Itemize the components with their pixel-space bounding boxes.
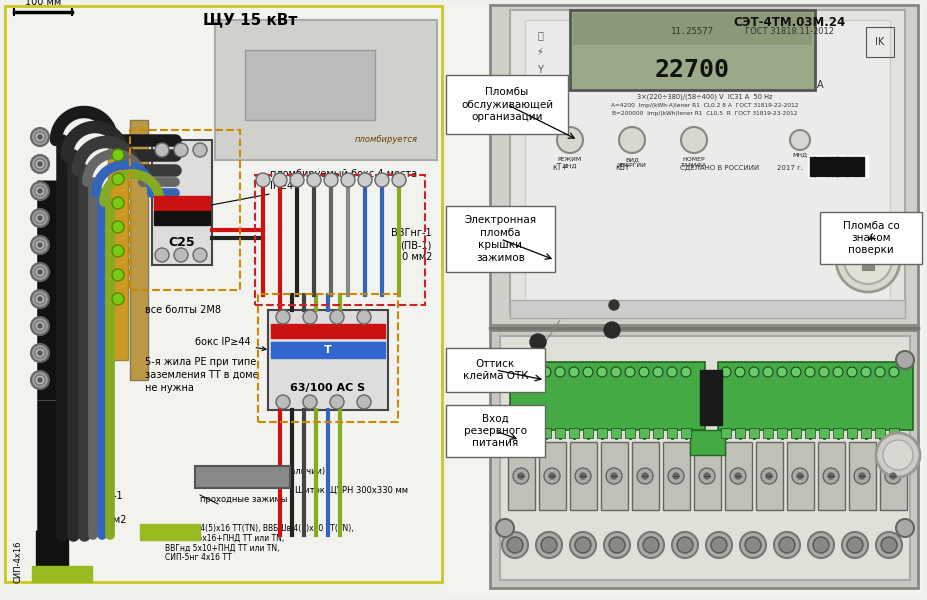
- Bar: [539, 442, 565, 510]
- Circle shape: [112, 197, 124, 209]
- Circle shape: [38, 135, 42, 139]
- Text: ВИД
ЭНЕРГИИ: ВИД ЭНЕРГИИ: [616, 157, 646, 168]
- Text: Пломбы
обслуживающей
организации: Пломбы обслуживающей организации: [461, 87, 552, 122]
- Circle shape: [776, 367, 786, 377]
- Bar: [540, 428, 551, 438]
- Bar: [857, 157, 858, 176]
- Text: пломбируемый бокс 4 места
IP≥44: пломбируемый бокс 4 места IP≥44: [189, 169, 416, 211]
- Text: 2017 г.: 2017 г.: [776, 165, 802, 171]
- Circle shape: [31, 263, 49, 281]
- Bar: [819, 428, 828, 438]
- Circle shape: [303, 310, 317, 324]
- Circle shape: [112, 269, 124, 281]
- Bar: [130, 120, 147, 380]
- Bar: [32, 566, 92, 582]
- Bar: [690, 430, 724, 455]
- Circle shape: [330, 310, 344, 324]
- Circle shape: [273, 173, 286, 187]
- Bar: [258, 294, 398, 422]
- Bar: [699, 370, 721, 425]
- Bar: [818, 157, 819, 176]
- Bar: [154, 211, 210, 225]
- Text: ВВГнг-1
(ПВ-1)
≥10 мм2: ВВГнг-1 (ПВ-1) ≥10 мм2: [82, 491, 126, 524]
- Circle shape: [38, 270, 42, 274]
- Bar: [5, 6, 441, 582]
- Circle shape: [603, 322, 619, 338]
- Bar: [862, 157, 863, 176]
- Text: А=4200  Imp/(kWh·A)lener R1  CL0.2 8 A  ГОСТ 31819-22-2012: А=4200 Imp/(kWh·A)lener R1 CL0.2 8 A ГОС…: [611, 103, 798, 109]
- Circle shape: [605, 468, 621, 484]
- Bar: [568, 428, 578, 438]
- Circle shape: [778, 537, 794, 553]
- Bar: [639, 428, 648, 438]
- Bar: [245, 50, 375, 120]
- Bar: [829, 157, 831, 176]
- Circle shape: [835, 228, 899, 292]
- Text: СДЕЛАНО В РОССИИИ: СДЕЛАНО В РОССИИИ: [679, 165, 759, 171]
- Circle shape: [653, 367, 662, 377]
- Circle shape: [256, 173, 270, 187]
- Text: ΙΚ: ΙΚ: [874, 37, 883, 47]
- Circle shape: [843, 236, 891, 284]
- Text: 🔒: 🔒: [537, 30, 542, 40]
- Circle shape: [38, 243, 42, 247]
- Circle shape: [358, 173, 372, 187]
- Bar: [748, 428, 758, 438]
- Circle shape: [569, 532, 595, 558]
- Bar: [268, 310, 387, 410]
- Text: ВВГнг-1
(ПВ-1)
10 мм2: ВВГнг-1 (ПВ-1) 10 мм2: [391, 229, 432, 262]
- Circle shape: [112, 149, 124, 161]
- Circle shape: [330, 395, 344, 409]
- Text: T: T: [324, 345, 332, 355]
- Bar: [693, 442, 720, 510]
- Text: 11.25577: 11.25577: [670, 28, 713, 37]
- Circle shape: [35, 240, 44, 250]
- Bar: [724, 442, 751, 510]
- Bar: [448, 5, 922, 595]
- Bar: [848, 442, 875, 510]
- Circle shape: [822, 468, 838, 484]
- Text: ЩУ 15 кВт: ЩУ 15 кВт: [203, 12, 297, 27]
- Bar: [601, 442, 628, 510]
- Bar: [859, 157, 861, 176]
- Bar: [255, 175, 425, 305]
- Text: ВВГнд 5х10+ПНД ТТ или TN,: ВВГнд 5х10+ПНД ТТ или TN,: [165, 544, 279, 553]
- Text: МНД: МНД: [792, 152, 806, 157]
- Bar: [856, 157, 857, 176]
- Text: бокс IP≥44: бокс IP≥44: [195, 337, 266, 350]
- Bar: [489, 330, 917, 588]
- Circle shape: [832, 367, 842, 377]
- Circle shape: [38, 297, 42, 301]
- Circle shape: [193, 143, 207, 157]
- Text: ⚡: ⚡: [536, 47, 543, 57]
- Circle shape: [677, 537, 692, 553]
- Circle shape: [603, 532, 629, 558]
- Bar: [510, 362, 705, 430]
- Bar: [807, 155, 867, 177]
- Text: □: □: [535, 80, 544, 90]
- Circle shape: [35, 267, 44, 277]
- Circle shape: [357, 395, 371, 409]
- Bar: [195, 466, 289, 488]
- Bar: [860, 428, 870, 438]
- Bar: [879, 442, 906, 510]
- Bar: [624, 428, 634, 438]
- Bar: [756, 442, 782, 510]
- Circle shape: [827, 473, 833, 479]
- Circle shape: [324, 173, 337, 187]
- FancyBboxPatch shape: [446, 405, 544, 457]
- Circle shape: [841, 532, 867, 558]
- Circle shape: [618, 127, 644, 153]
- Circle shape: [275, 395, 289, 409]
- Bar: [832, 428, 842, 438]
- Circle shape: [554, 367, 565, 377]
- Bar: [840, 157, 841, 176]
- Circle shape: [596, 367, 606, 377]
- Circle shape: [38, 162, 42, 166]
- Bar: [653, 428, 662, 438]
- Circle shape: [642, 537, 658, 553]
- Bar: [874, 428, 884, 438]
- Text: 63/100 AC S: 63/100 AC S: [290, 383, 365, 393]
- Bar: [108, 140, 128, 360]
- Circle shape: [38, 216, 42, 220]
